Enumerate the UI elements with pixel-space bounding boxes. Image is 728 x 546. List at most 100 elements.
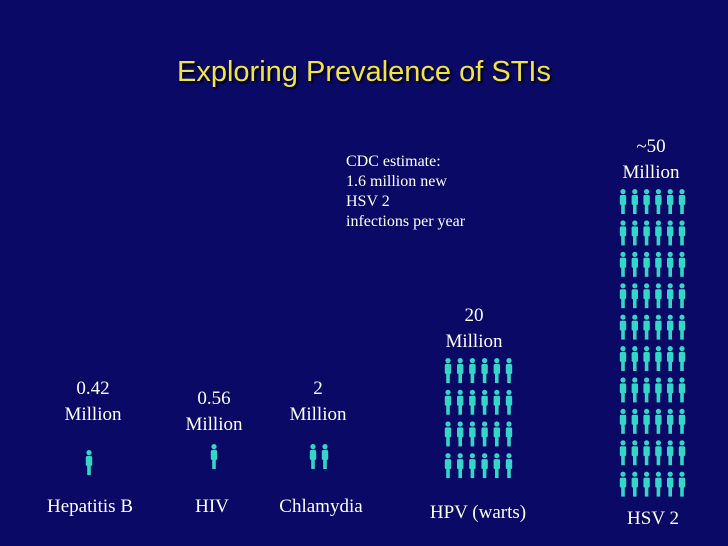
value-number: 20 [464,305,484,326]
person-icon [643,377,650,403]
person-icon [678,251,686,277]
figure-group-chlamydia [309,444,329,469]
person-icon [678,220,686,246]
person-icon [619,377,627,403]
category-label-hsv2: HSV 2 [627,508,679,529]
person-icon [619,314,627,340]
person-icon [469,389,476,415]
person-icon [469,421,476,447]
person-icon [481,421,488,447]
person-icon [481,453,488,479]
note-line: 1.6 million new [346,173,447,190]
person-icon [457,421,464,447]
person-icon [619,189,627,214]
person-icon [667,377,674,403]
person-icon [444,358,452,383]
person-icon [643,220,650,246]
value-number: ~50 [636,136,666,157]
cdc-estimate-note: CDC estimate: 1.6 million new HSV 2 infe… [346,152,465,232]
person-icon [667,440,674,466]
person-icon [643,283,650,309]
person-icon [309,444,317,469]
person-icon [505,453,513,479]
person-icon [505,389,513,415]
person-icon [85,450,93,475]
figure-group-hpv-warts [444,358,513,479]
person-icon [631,408,638,434]
person-icon [667,251,674,277]
value-unit: Million [185,414,243,435]
person-icon [457,358,464,383]
person-icon [619,408,627,434]
value-label-chlamydia: 2 Million [263,376,373,428]
value-number: 2 [313,378,323,399]
figure-group-hsv-2 [619,189,686,497]
value-unit: Million [289,404,347,425]
person-icon [643,471,650,497]
person-icon [444,389,452,415]
person-icon [493,358,500,383]
note-line: HSV 2 [346,193,390,210]
person-icon [631,189,638,214]
value-label-hiv: 0.56 Million [159,386,269,438]
note-line: CDC estimate: [346,153,441,170]
value-unit: Million [64,404,122,425]
value-label-hepatitis-b: 0.42 Million [38,376,148,428]
person-icon [655,189,662,214]
person-icon [631,220,638,246]
person-icon [457,389,464,415]
person-icon [678,189,686,214]
person-icon [619,251,627,277]
person-icon [643,251,650,277]
person-icon [493,421,500,447]
figure-group-hepatitis-b [85,450,93,475]
value-number: 0.42 [76,378,110,399]
figure-group-hiv [210,444,218,469]
person-icon [655,251,662,277]
person-icon [655,408,662,434]
person-icon [655,346,662,371]
person-icon [631,471,638,497]
person-icon [667,471,674,497]
person-icon [457,453,464,479]
person-icon [631,251,638,277]
value-unit: Million [622,162,680,183]
person-icon [469,453,476,479]
person-icon [678,471,686,497]
person-icon [667,346,674,371]
person-icon [678,440,686,466]
person-icon [655,377,662,403]
person-icon [667,283,674,309]
person-icon [619,220,627,246]
person-icon [667,220,674,246]
person-icon [321,444,329,469]
person-icon [667,408,674,434]
person-icon [631,314,638,340]
category-label-hiv: HIV [195,496,229,517]
person-icon [505,358,513,383]
person-icon [643,440,650,466]
value-label-hpv: 20 Million [419,303,529,355]
person-icon [643,408,650,434]
person-icon [210,444,218,469]
person-icon [481,389,488,415]
person-icon [481,358,488,383]
note-line: infections per year [346,213,466,230]
person-icon [619,440,627,466]
person-icon [631,440,638,466]
person-icon [493,453,500,479]
category-label-hepatitis-b: Hepatitis B [46,496,134,517]
value-label-hsv2: ~50 Million [596,134,706,186]
person-icon [678,408,686,434]
person-icon [678,377,686,403]
slide-title: Exploring Prevalence of STIs [177,56,551,88]
category-label-hpv: HPV (warts) [429,502,527,523]
person-icon [619,471,627,497]
person-icon [678,283,686,309]
person-icon [655,471,662,497]
person-icon [493,389,500,415]
person-icon [631,283,638,309]
person-icon [631,346,638,371]
